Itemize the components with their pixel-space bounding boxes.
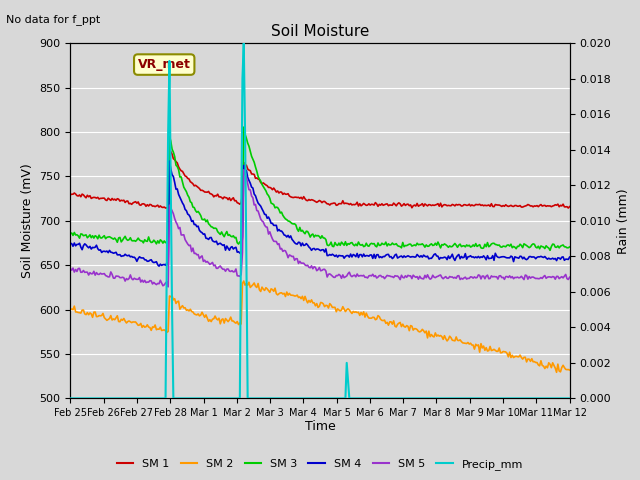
- X-axis label: Time: Time: [305, 420, 335, 432]
- Text: No data for f_ppt: No data for f_ppt: [6, 14, 100, 25]
- Legend: SM 1, SM 2, SM 3, SM 4, SM 5, Precip_mm: SM 1, SM 2, SM 3, SM 4, SM 5, Precip_mm: [112, 455, 528, 474]
- Y-axis label: Rain (mm): Rain (mm): [616, 188, 630, 253]
- Y-axis label: Soil Moisture (mV): Soil Moisture (mV): [21, 163, 34, 278]
- Text: VR_met: VR_met: [138, 58, 191, 71]
- Title: Soil Moisture: Soil Moisture: [271, 24, 369, 39]
